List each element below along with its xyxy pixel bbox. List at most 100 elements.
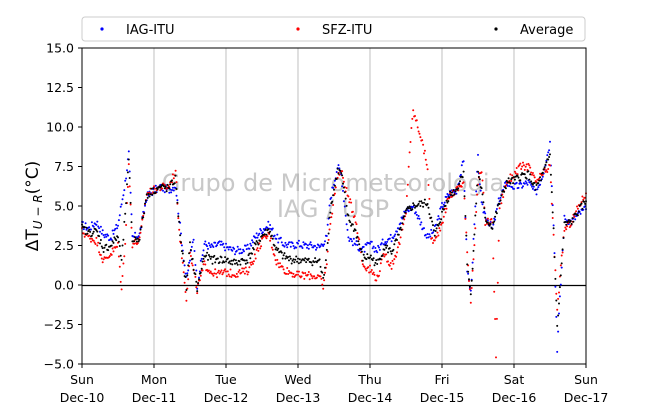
- data-point: [120, 258, 123, 261]
- data-point: [342, 180, 345, 183]
- data-point: [208, 255, 211, 258]
- data-point: [436, 231, 439, 234]
- data-point: [513, 176, 515, 178]
- legend-label: IAG-ITU: [126, 23, 175, 38]
- data-point: [529, 173, 532, 176]
- data-point: [212, 246, 215, 248]
- data-point: [319, 265, 322, 268]
- data-point: [531, 185, 533, 188]
- data-point: [324, 271, 326, 274]
- data-point: [486, 217, 489, 220]
- data-point: [161, 187, 164, 190]
- data-point: [462, 170, 465, 173]
- series-layer: [81, 109, 587, 359]
- data-point: [102, 258, 105, 261]
- data-point: [445, 199, 448, 202]
- y-tick-label: 5.0: [54, 199, 74, 214]
- data-point: [581, 195, 584, 198]
- data-point: [298, 258, 301, 261]
- data-point: [100, 245, 103, 248]
- legend: IAG-ITU SFZ-ITU Average: [81, 16, 586, 42]
- data-point: [321, 283, 324, 286]
- data-point: [273, 244, 276, 247]
- data-point: [308, 278, 311, 281]
- data-point: [517, 176, 520, 179]
- data-point: [479, 189, 482, 192]
- data-point: [537, 186, 540, 189]
- data-point: [88, 228, 91, 231]
- data-point: [481, 203, 484, 206]
- data-point: [231, 249, 234, 252]
- data-point: [190, 245, 193, 248]
- data-point: [115, 223, 118, 226]
- data-point: [266, 235, 269, 238]
- data-point: [125, 177, 128, 180]
- data-point: [425, 236, 428, 239]
- data-point: [164, 185, 167, 188]
- data-point: [215, 272, 218, 275]
- data-point: [304, 272, 307, 274]
- data-point: [563, 214, 566, 217]
- data-point: [465, 231, 468, 234]
- data-point: [547, 151, 550, 154]
- data-point: [438, 217, 441, 220]
- data-point: [282, 268, 285, 271]
- y-tick-label: 0.0: [54, 278, 74, 293]
- data-point: [254, 243, 257, 246]
- y-tick-label: −2.5: [44, 317, 74, 332]
- data-point: [389, 233, 392, 236]
- data-point: [210, 255, 213, 258]
- data-point: [337, 164, 340, 167]
- data-point: [342, 189, 344, 192]
- data-point: [438, 227, 441, 230]
- data-point: [116, 227, 119, 230]
- data-point: [421, 139, 424, 142]
- data-point: [446, 201, 449, 204]
- data-point: [111, 229, 114, 232]
- data-point: [411, 117, 414, 120]
- y-tick-label: −5.0: [44, 357, 74, 372]
- data-point: [484, 216, 487, 219]
- data-point: [234, 253, 236, 256]
- data-point: [440, 218, 443, 221]
- data-point: [144, 202, 146, 205]
- data-point: [442, 215, 445, 218]
- data-point: [546, 154, 549, 157]
- data-point: [319, 275, 322, 278]
- data-point: [186, 272, 189, 275]
- data-point: [484, 224, 487, 226]
- data-point: [302, 241, 305, 244]
- data-point: [390, 252, 393, 255]
- data-point: [384, 244, 387, 247]
- data-point: [429, 235, 432, 238]
- data-point: [493, 290, 496, 293]
- data-point: [315, 276, 318, 279]
- data-point: [317, 244, 320, 247]
- data-point: [98, 235, 101, 238]
- data-point: [290, 272, 293, 275]
- data-point: [207, 269, 210, 272]
- data-point: [278, 266, 281, 269]
- data-point: [354, 229, 357, 232]
- data-point: [229, 262, 232, 265]
- data-point: [334, 186, 337, 189]
- data-point: [391, 259, 394, 262]
- data-point: [96, 220, 99, 223]
- data-point: [558, 312, 560, 315]
- data-point: [280, 241, 283, 244]
- data-point: [329, 211, 332, 214]
- data-point: [445, 207, 448, 210]
- data-point: [104, 233, 107, 236]
- data-point: [356, 232, 359, 235]
- data-point: [195, 280, 198, 283]
- series-average: [81, 153, 587, 327]
- data-point: [242, 248, 245, 251]
- data-point: [83, 235, 86, 238]
- data-point: [422, 205, 425, 208]
- data-point: [255, 232, 258, 235]
- data-point: [251, 261, 254, 264]
- data-point: [445, 196, 448, 198]
- data-point: [550, 202, 553, 205]
- data-point: [326, 223, 329, 226]
- data-point: [230, 259, 233, 262]
